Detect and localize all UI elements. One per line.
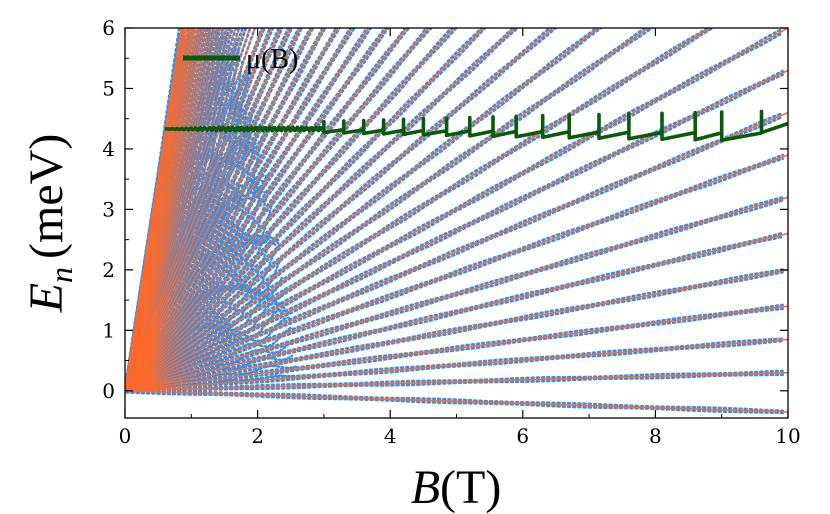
analytic-level	[125, 28, 291, 392]
x-tick-label: 2	[251, 424, 264, 448]
numerical-level	[125, 28, 487, 394]
numerical-level	[125, 235, 785, 394]
numerical-level	[125, 270, 785, 394]
numerical-level	[125, 157, 785, 394]
analytic-level	[125, 28, 712, 392]
y-axis-title: En(meV)	[20, 134, 79, 314]
y-tick-label: 0	[102, 379, 115, 403]
numerical-level	[125, 231, 785, 391]
analytic-level	[125, 28, 650, 392]
analytic-level	[125, 154, 788, 392]
numerical-level	[125, 28, 711, 390]
analytic-level	[125, 28, 325, 392]
numerical-level	[125, 307, 785, 394]
analytic-level	[125, 338, 788, 392]
y-tick-label: 5	[102, 76, 115, 100]
analytic-level	[125, 28, 354, 392]
analytic-level	[125, 28, 371, 392]
x-tick-label: 8	[649, 424, 662, 448]
analytic-level	[125, 371, 788, 392]
x-tick-label: 6	[516, 424, 529, 448]
analytic-level	[125, 28, 600, 392]
analytic-level	[125, 196, 788, 392]
legend: μ(B)	[183, 44, 298, 75]
numerical-level	[125, 28, 453, 389]
x-tick-label: 10	[775, 424, 800, 448]
numerical-level	[125, 28, 284, 393]
numerical-level	[125, 28, 604, 394]
numerical-level	[125, 28, 785, 390]
numerical-level	[125, 28, 515, 389]
y-tick-label: 2	[102, 258, 115, 282]
numerical-level	[125, 28, 313, 387]
numerical-level	[125, 369, 785, 391]
analytic-level-steep	[125, 28, 241, 391]
numerical-level	[125, 73, 785, 394]
chemical-potential-line	[164, 109, 788, 142]
analytic-level	[125, 28, 264, 392]
analytic-level	[125, 28, 339, 392]
numerical-level	[125, 153, 785, 390]
numerical-level	[125, 339, 785, 394]
x-tick-label: 0	[119, 424, 132, 448]
legend-label: μ(B)	[246, 44, 298, 75]
analytic-level	[125, 28, 302, 392]
x-axis-title: B(T)	[411, 461, 502, 514]
analytic-level	[125, 28, 282, 392]
analytic-level	[125, 28, 430, 392]
analytic-level	[125, 389, 788, 413]
analytic-level	[125, 28, 554, 392]
analytic-level	[125, 28, 517, 392]
analytic-level	[125, 28, 409, 392]
numerical-level	[125, 28, 387, 388]
numerical-level	[125, 28, 558, 394]
numerical-level	[125, 28, 648, 390]
y-axis-ticks: 0 1 2 3 4 5 6	[102, 16, 788, 403]
x-tick-label: 4	[384, 424, 397, 448]
y-tick-label: 6	[102, 16, 115, 40]
numerical-level	[125, 196, 785, 390]
analytic-level	[125, 28, 388, 392]
numerical-level	[125, 28, 655, 394]
numerical-level	[125, 28, 484, 389]
analytic-level	[125, 28, 788, 392]
analytic-level-steep	[125, 28, 257, 392]
numerical-level	[125, 69, 785, 390]
analytic-level	[125, 305, 788, 392]
analytic-level	[125, 111, 788, 392]
analytic-level	[125, 28, 455, 392]
analytic-level-steep	[125, 28, 251, 392]
numerical-level	[125, 28, 264, 385]
analytic-level	[125, 269, 788, 392]
chemical-potential-series	[164, 109, 788, 142]
y-tick-label: 1	[102, 318, 115, 342]
analytic-level	[125, 69, 788, 392]
analytic-level	[125, 28, 273, 392]
analytic-level	[125, 28, 485, 392]
numerical-level	[125, 28, 599, 389]
numerical-level	[125, 28, 301, 387]
analytic-levels-series	[125, 28, 788, 413]
analytic-level	[125, 232, 788, 392]
numerical-level	[125, 387, 785, 413]
analytic-level	[125, 28, 313, 392]
numerical-level	[125, 373, 785, 394]
numerical-level	[125, 115, 785, 394]
y-tick-label: 3	[102, 197, 115, 221]
numerical-level-lowfield	[125, 316, 290, 392]
analytic-level-steep	[125, 28, 246, 391]
numerical-level	[125, 111, 785, 390]
y-tick-label: 4	[102, 137, 115, 161]
numerical-level	[125, 390, 785, 415]
x-axis-ticks: 0 2 4 6 8 10	[119, 28, 801, 448]
